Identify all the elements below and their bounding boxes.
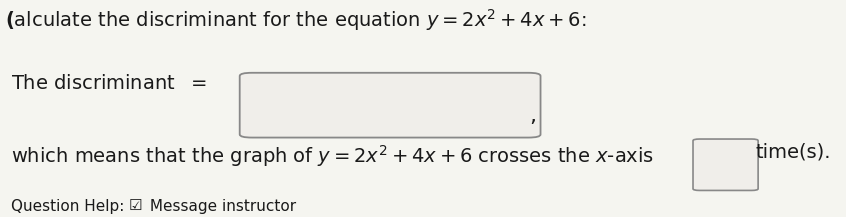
FancyBboxPatch shape (693, 139, 758, 191)
Text: Question Help:: Question Help: (11, 199, 134, 214)
Text: which means that the graph of $y = 2x^2 + 4x + 6$ crosses the $x$-axis: which means that the graph of $y = 2x^2 … (11, 143, 654, 169)
Text: time(s).: time(s). (755, 143, 831, 162)
Text: The discriminant  $=$: The discriminant $=$ (11, 74, 206, 93)
Text: Message instructor: Message instructor (145, 199, 296, 214)
Text: $\bf{(}$alculate the discriminant for the equation $y = 2x^2 + 4x + 6$:: $\bf{(}$alculate the discriminant for th… (5, 7, 586, 33)
Text: ☑: ☑ (129, 198, 142, 213)
Text: ,: , (529, 106, 536, 126)
FancyBboxPatch shape (239, 73, 541, 138)
